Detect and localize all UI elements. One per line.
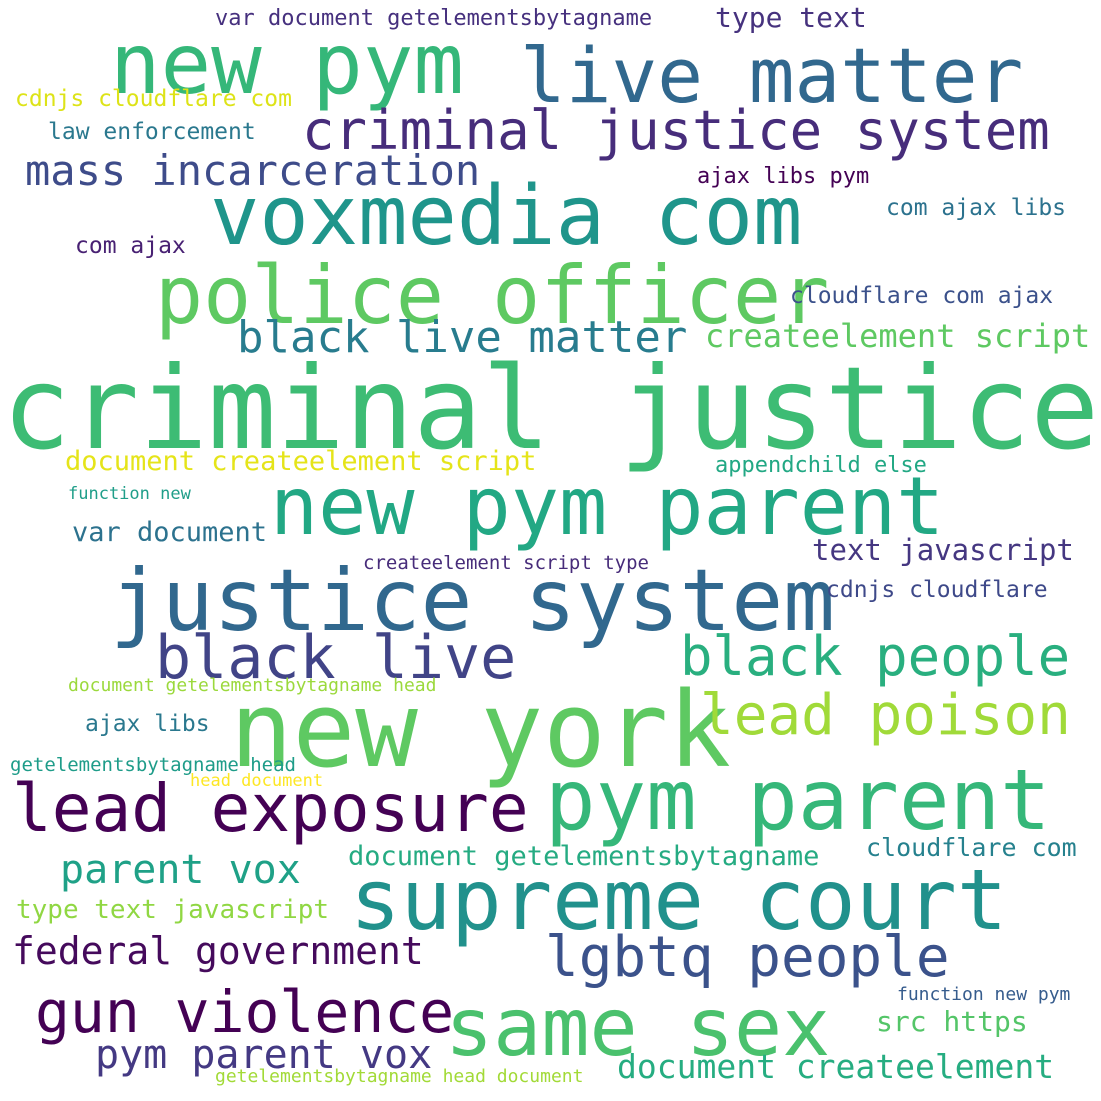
word-createelement-script-type: createelement script type (363, 552, 649, 574)
word-document-createelement-script: document createelement script (65, 446, 537, 477)
word-lead-exposure: lead exposure (12, 770, 529, 847)
word-ajax-libs-pym: ajax libs pym (697, 164, 870, 189)
word-black-live-matter: black live matter (237, 312, 688, 363)
word-function-new-pym: function new pym (897, 984, 1071, 1005)
word-pym-parent: pym parent (545, 751, 1051, 849)
word-type-text: type text (715, 1, 867, 34)
word-ajax-libs: ajax libs (85, 711, 210, 737)
word-appendchild-else: appendchild else (715, 453, 927, 478)
word-law-enforcement: law enforcement (48, 119, 256, 145)
word-new-pym: new pym (110, 15, 465, 113)
word-cloudflare-com: cloudflare com (866, 833, 1077, 862)
word-same-sex: same sex (445, 981, 831, 1074)
word-var-document-getelementsbytagname: var document getelementsbytagname (215, 6, 653, 31)
word-supreme-court: supreme court (350, 851, 1008, 949)
word-black-people: black people (680, 625, 1071, 688)
word-cloudflare-com-ajax: cloudflare com ajax (790, 283, 1054, 309)
word-federal-government: federal government (12, 929, 424, 973)
word-lead-poison: lead poison (700, 683, 1071, 748)
word-function-new: function new (68, 484, 191, 504)
word-createelement-script: createelement script (705, 317, 1091, 355)
word-getelementsbytagname-head: getelementsbytagname head (10, 754, 296, 776)
word-com-ajax: com ajax (75, 233, 186, 259)
word-justice-system: justice system (110, 551, 835, 651)
word-var-document: var document (72, 517, 268, 548)
word-gun-violence: gun violence (35, 978, 455, 1046)
word-cdnjs-cloudflare-com: cdnjs cloudflare com (15, 86, 292, 112)
word-document-getelementsbytagname: document getelementsbytagname (348, 841, 820, 872)
word-lgbtq-people: lgbtq people (545, 925, 950, 990)
word-text-javascript: text javascript (812, 533, 1074, 567)
word-cdnjs-cloudflare: cdnjs cloudflare (826, 577, 1048, 603)
word-criminal-justice-system: criminal justice system (302, 99, 1050, 162)
word-document-getelementsbytagname-head: document getelementsbytagname head (68, 675, 437, 696)
word-head-document: head document (190, 771, 324, 791)
word-new-york: new york (230, 669, 731, 791)
word-criminal-justice: criminal justice (2, 342, 1099, 475)
word-document-createelement: document createelement (617, 1047, 1055, 1086)
word-com-ajax-libs: com ajax libs (886, 195, 1067, 221)
word-live-matter: live matter (520, 31, 1024, 120)
word-mass-incarceration: mass incarceration (25, 146, 481, 195)
word-black-live: black live (155, 623, 517, 693)
word-voxmedia-com: voxmedia com (210, 169, 803, 264)
word-type-text-javascript: type text javascript (16, 895, 330, 925)
word-police-officer: police officer (155, 249, 830, 342)
word-src-https: src https (876, 1005, 1028, 1038)
word-getelementsbytagname-head-document: getelementsbytagname head document (215, 1066, 584, 1087)
word-parent-vox: parent vox (60, 847, 301, 893)
word-new-pym-parent: new pym parent (270, 460, 945, 553)
word-pym-parent-vox: pym parent vox (95, 1032, 433, 1078)
